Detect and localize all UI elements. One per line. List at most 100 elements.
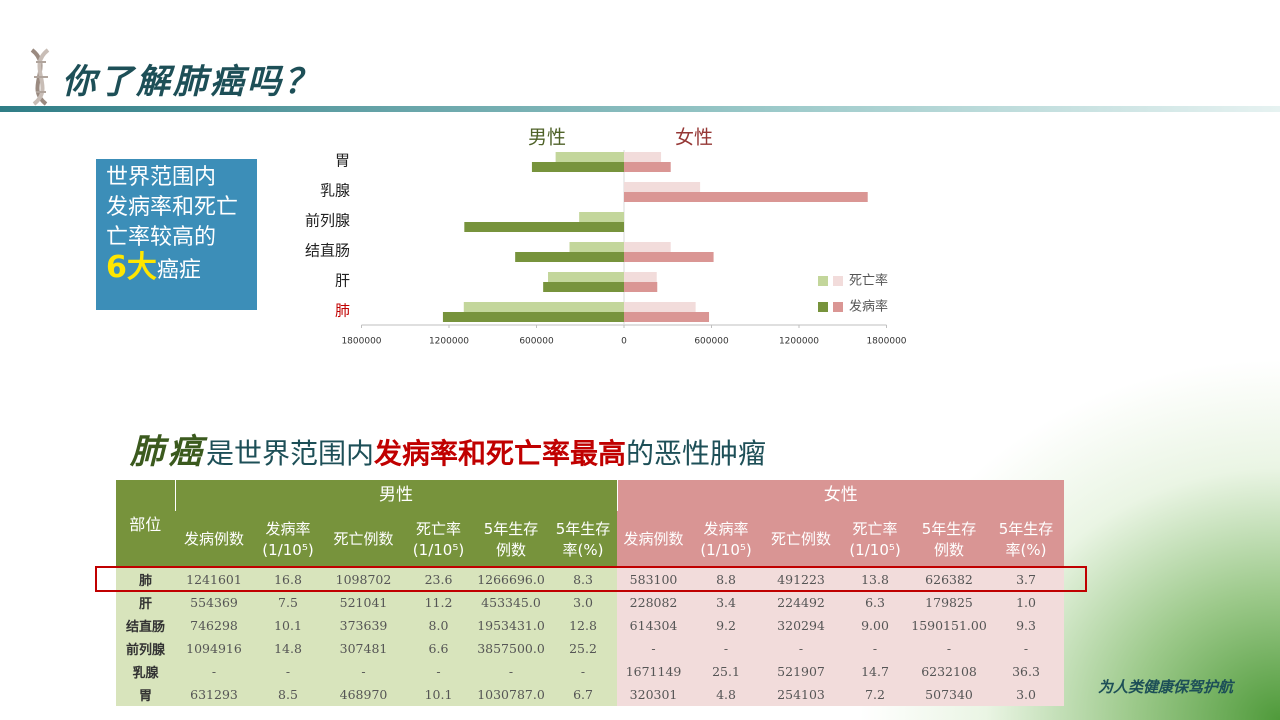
table-cell: 3.7 (988, 568, 1065, 591)
bar (515, 252, 624, 262)
column-header-line: 死亡率 (852, 519, 898, 538)
table-cell: 1953431.0 (473, 614, 549, 637)
table-cell: 14.7 (840, 660, 911, 683)
side-label: 女性 (675, 127, 713, 149)
table-cell: - (840, 637, 911, 660)
dna-icon (30, 48, 50, 106)
column-header-line: 率(%) (1005, 540, 1047, 559)
x-tick-label: 1800000 (341, 337, 381, 347)
column-header: 发病例数 (617, 511, 691, 568)
subheader-row: 发病例数 发病率 (1/10⁵) 死亡例数 死亡率 (1/10⁵) 5年生存 例数 5年生存 率(… (116, 511, 1065, 568)
column-header: 5年生存率(%) (549, 511, 618, 568)
headline: 肺癌是世界范围内发病率和死亡率最高的恶性肿瘤 (130, 424, 766, 473)
category-label: 肝 (335, 272, 350, 290)
bar (463, 302, 624, 312)
table-cell: 7.5 (253, 591, 323, 614)
table-cell: 11.2 (404, 591, 473, 614)
data-row: 乳腺 - - - - - -1671149 25.1 521907 14.7 6232108 36.3 (116, 660, 1065, 683)
callout-line: 世界范围内 (106, 165, 217, 190)
table-cell: 746298 (175, 614, 253, 637)
bar (464, 222, 624, 232)
bar (548, 272, 624, 282)
bar (531, 162, 624, 172)
column-header-line: 5年生存 (483, 519, 539, 538)
table-cell: 521041 (323, 591, 404, 614)
table-cell: 631293 (175, 683, 253, 706)
column-header-line: (1/10⁵) (262, 540, 314, 559)
table-cell: - (175, 660, 253, 683)
table-cell: 8.0 (404, 614, 473, 637)
table-cell: 320294 (762, 614, 841, 637)
bar (624, 272, 657, 282)
row-label: 肺 (116, 568, 175, 591)
table-cell: 8.5 (253, 683, 323, 706)
column-header: 5年生存 率(%) (988, 511, 1065, 568)
table-cell: 3857500.0 (473, 637, 549, 660)
column-header-line: 5年生存 (921, 519, 977, 538)
table-cell: - (762, 637, 841, 660)
table-cell: - (473, 660, 549, 683)
x-tick-label: 0 (621, 337, 627, 347)
column-header-line: 发病率 (265, 519, 311, 538)
legend-label: 死亡率 (849, 273, 888, 289)
column-header-line: 例数 (495, 540, 526, 559)
column-header-line: 率(%) (562, 540, 604, 559)
row-label: 前列腺 (116, 637, 175, 660)
table-cell: 1098702 (323, 568, 404, 591)
chart: 1800000 1200000 600000 0 600000 1200000 180000… (305, 127, 907, 347)
bar (624, 152, 662, 162)
bar (624, 242, 671, 252)
bar (624, 192, 868, 202)
category-label: 胃 (335, 152, 350, 170)
table-cell: 8.8 (690, 568, 763, 591)
group-header: 男性 (174, 480, 618, 511)
table-cell: 626382 (910, 568, 989, 591)
side-label: 男性 (528, 127, 566, 149)
bar (624, 252, 714, 262)
table-cell: 4.8 (690, 683, 763, 706)
table-cell: 9.2 (690, 614, 763, 637)
table-cell: 10.1 (253, 614, 323, 637)
table-cell: 320301 (617, 683, 691, 706)
headline-part: 的恶性肿瘤 (626, 437, 767, 470)
table-cell: 6.3 (840, 591, 911, 614)
column-header-line: (1/10⁵) (700, 540, 752, 559)
table-cell: 1671149 (617, 660, 691, 683)
column-header: 发病率 (1/10⁵) (253, 511, 323, 568)
column-header: 死亡率 (1/10⁵) (840, 511, 911, 568)
table-cell: - (404, 660, 473, 683)
row-label: 胃 (116, 683, 175, 706)
category-label: 肺 (335, 302, 350, 320)
table-cell: 307481 (323, 637, 404, 660)
callout-emphasis: 6大 (106, 250, 157, 285)
column-header-line: 5年生存 (555, 519, 611, 538)
bar (579, 212, 624, 222)
column-header: 5年生存例数 (473, 511, 549, 568)
column-header: 死亡例数 (762, 511, 841, 568)
x-tick-label: 1800000 (866, 337, 906, 347)
data-row: 胃 631293 8.5 468970 10.1 1030787.0 6.7 320301 4.… (116, 683, 1065, 706)
column-header-line: 死亡率 (415, 519, 461, 538)
table-cell: 23.6 (404, 568, 473, 591)
table-cell: 10.1 (404, 683, 473, 706)
table-cell: - (253, 660, 323, 683)
headline-part: 是世界范围内 (206, 437, 375, 470)
x-tick-label: 1200000 (779, 337, 819, 347)
slide-title: 你了解肺癌吗？ (62, 62, 321, 102)
table-cell: 3.4 (690, 591, 763, 614)
table-cell: 1241601 (175, 568, 253, 591)
row-highlight (95, 566, 1087, 592)
column-header: 发病率 (1/10⁵) (690, 511, 763, 568)
callout-text: 癌症 (156, 258, 201, 283)
data-row: 结直肠 746298 10.1 373639 8.0 1953431.0 12.8 61430… (116, 614, 1065, 637)
bar (624, 162, 671, 172)
table-cell: 507340 (910, 683, 989, 706)
table-cell: 9.3 (988, 614, 1065, 637)
column-header-line: 发病率 (703, 519, 749, 538)
column-header: 死亡率 (1/10⁵) (404, 511, 473, 568)
callout-line: 发病率和死亡 (106, 195, 239, 220)
x-tick-label: 600000 (519, 337, 554, 347)
header-rule (0, 106, 1280, 112)
row-label: 结直肠 (116, 614, 175, 637)
